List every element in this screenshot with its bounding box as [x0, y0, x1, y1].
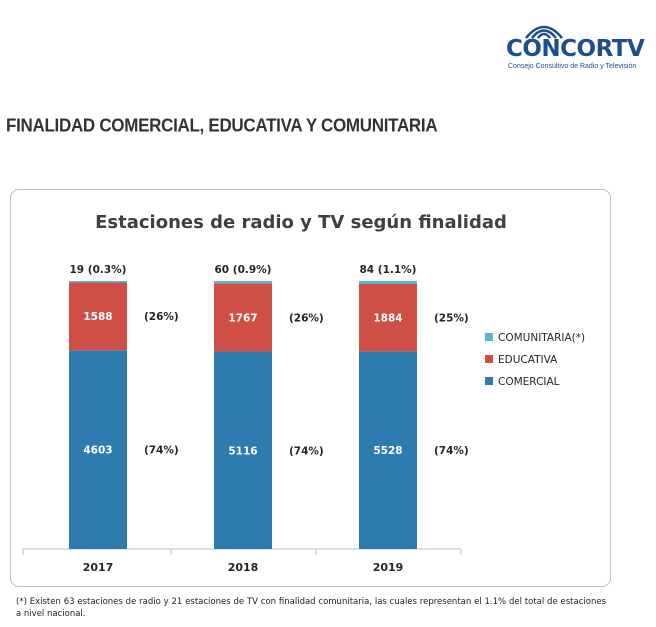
- x-tick-label: 2017: [83, 561, 114, 574]
- stacked-bar-chart: Estaciones de radio y TV según finalidad…: [22, 212, 585, 574]
- bar-comercial-2017: [69, 350, 127, 549]
- logo-subtitle: Consejo Consultivo de Radio y Televisión: [508, 63, 637, 70]
- data-label: 1767: [228, 312, 257, 324]
- logo-wordmark: CONCORTV: [506, 36, 645, 62]
- footnote: (*) Existen 63 estaciones de radio y 21 …: [16, 597, 606, 619]
- legend-label: COMUNITARIA(*): [498, 332, 585, 344]
- legend-swatch: [485, 377, 493, 385]
- bar-comunitaria-2018: [214, 281, 272, 284]
- data-label: 60 (0.9%): [215, 264, 272, 276]
- x-tick-label: 2019: [373, 561, 404, 574]
- bar-comunitaria-2017: [69, 281, 127, 283]
- data-label: 1588: [83, 311, 112, 323]
- data-label: 5116: [228, 445, 257, 457]
- legend-label: EDUCATIVA: [498, 354, 558, 366]
- concortv-logo: CONCORTV Consejo Consultivo de Radio y T…: [500, 14, 650, 74]
- percent-label: (74%): [434, 445, 469, 457]
- bar-comercial-2019: [359, 351, 417, 549]
- data-label: 4603: [83, 445, 112, 457]
- percent-label: (26%): [144, 311, 179, 323]
- data-label: 5528: [373, 445, 402, 457]
- chart-title: Estaciones de radio y TV según finalidad: [95, 212, 507, 233]
- bar-educativa-2018: [214, 283, 272, 352]
- signal-waves-icon: [524, 25, 564, 39]
- x-tick-label: 2018: [228, 561, 259, 574]
- data-label: 84 (1.1%): [360, 264, 417, 276]
- percent-label: (26%): [289, 312, 324, 324]
- page-title: FINALIDAD COMERCIAL, EDUCATIVA Y COMUNIT…: [6, 115, 438, 136]
- percent-label: (74%): [144, 445, 179, 457]
- chart-container: Estaciones de radio y TV según finalidad…: [10, 189, 611, 587]
- data-label: 1884: [373, 313, 402, 325]
- data-label: 19 (0.3%): [70, 264, 127, 276]
- legend-label: COMERCIAL: [498, 376, 560, 388]
- bar-educativa-2019: [359, 284, 417, 352]
- bar-educativa-2017: [69, 281, 127, 351]
- percent-label: (25%): [434, 313, 469, 325]
- bar-comunitaria-2019: [359, 281, 417, 285]
- bar-comercial-2018: [214, 351, 272, 549]
- legend-swatch: [485, 355, 493, 363]
- percent-label: (74%): [289, 445, 324, 457]
- legend-swatch: [485, 333, 493, 341]
